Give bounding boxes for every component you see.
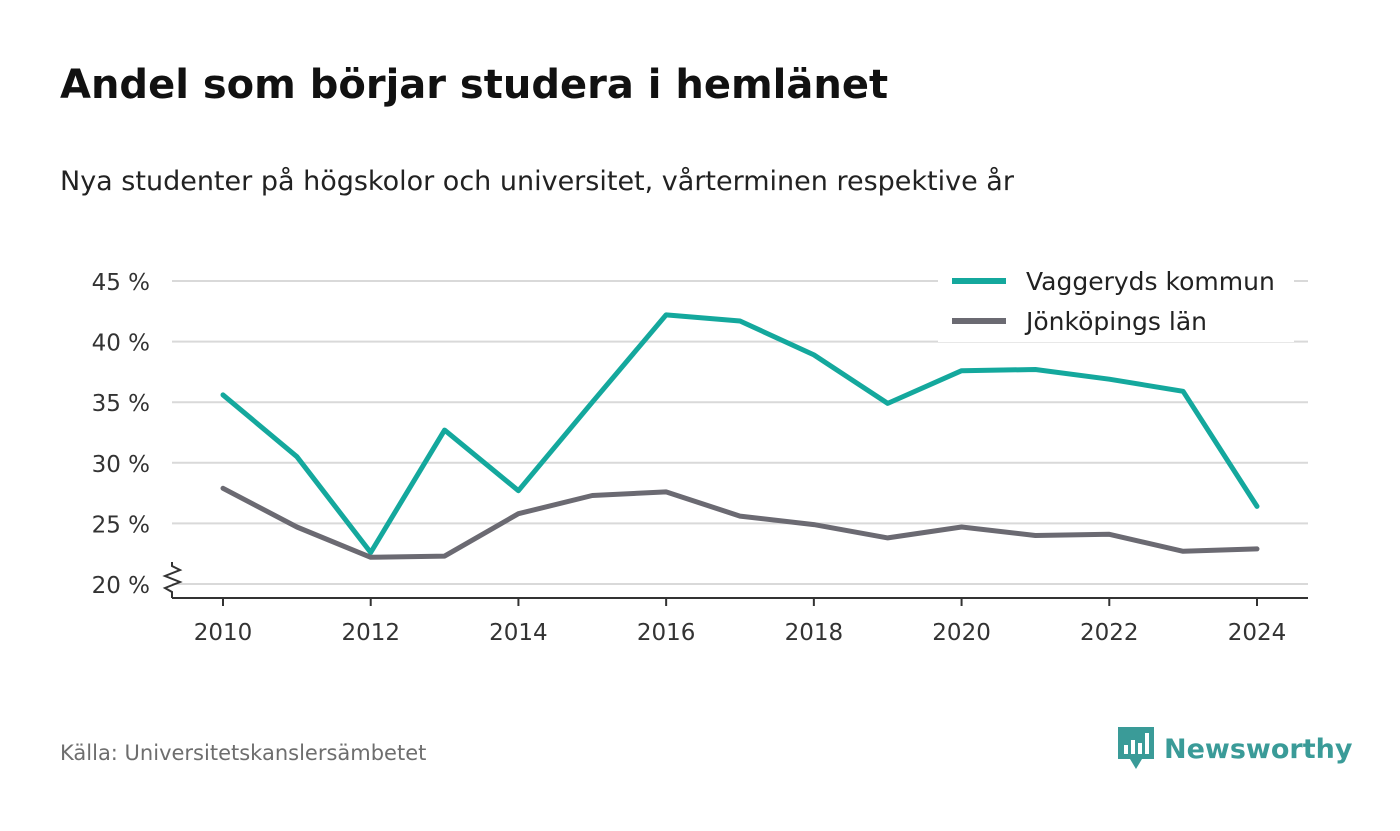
x-tick-label: 2022 <box>1080 620 1139 646</box>
x-tick-label: 2012 <box>341 620 400 646</box>
legend-background <box>938 262 1294 342</box>
x-tick-label: 2016 <box>637 620 696 646</box>
brand-logo: Newsworthy <box>1118 727 1352 771</box>
x-tick-label: 2020 <box>932 620 991 646</box>
series-lines <box>220 312 1260 560</box>
x-tick-label: 2024 <box>1228 620 1287 646</box>
axes: 20 % 25 % 30 % 35 % 40 % 45 % 2010 2012 2014 2016… <box>92 270 1308 646</box>
legend-label: Vaggeryds kommun <box>1026 267 1275 296</box>
y-tick-label: 45 % <box>92 270 150 296</box>
x-tick-label: 2018 <box>785 620 844 646</box>
legend: Vaggeryds kommun Jönköpings län <box>938 262 1294 342</box>
y-axis-break <box>162 562 183 598</box>
y-tick-label: 30 % <box>92 452 150 478</box>
brand-name: Newsworthy <box>1164 733 1353 765</box>
y-tick-label: 40 % <box>92 331 150 357</box>
y-tick-label: 25 % <box>92 512 150 538</box>
y-tick-label: 35 % <box>92 391 150 417</box>
x-tick-label: 2014 <box>489 620 548 646</box>
chart-title: Andel som börjar studera i hemlänet <box>60 62 889 108</box>
newsworthy-logo-icon <box>1118 727 1154 769</box>
chart-subtitle: Nya studenter på högskolor och universit… <box>60 166 1014 197</box>
y-tick-label: 20 % <box>92 573 150 599</box>
x-tick-label: 2010 <box>194 620 253 646</box>
source-note: Källa: Universitetskanslersämbetet <box>60 741 427 765</box>
legend-label: Jönköpings län <box>1024 307 1207 336</box>
